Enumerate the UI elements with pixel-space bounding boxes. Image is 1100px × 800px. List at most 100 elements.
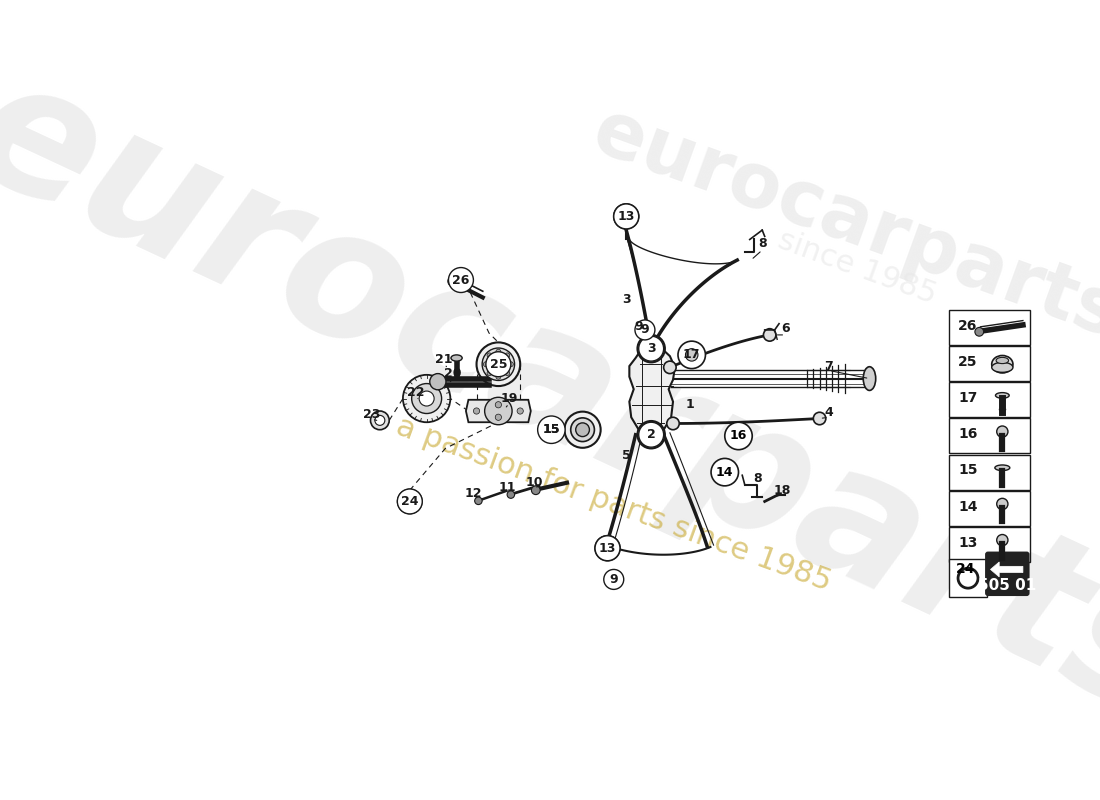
Circle shape	[419, 391, 435, 406]
Circle shape	[610, 576, 617, 583]
Circle shape	[997, 426, 1008, 438]
Text: 16: 16	[958, 427, 978, 442]
Text: 4: 4	[825, 406, 834, 418]
Text: 26: 26	[958, 318, 978, 333]
Circle shape	[997, 534, 1008, 546]
Circle shape	[487, 353, 492, 358]
FancyBboxPatch shape	[986, 553, 1028, 595]
Text: eurocarparts: eurocarparts	[583, 94, 1100, 354]
Circle shape	[663, 361, 676, 374]
Text: 19: 19	[500, 392, 518, 405]
Text: 505 01: 505 01	[978, 578, 1036, 593]
Circle shape	[638, 335, 664, 362]
Circle shape	[486, 352, 510, 377]
Ellipse shape	[992, 362, 1013, 372]
Text: 9: 9	[640, 323, 649, 337]
Circle shape	[448, 276, 458, 286]
Text: 16: 16	[729, 430, 747, 442]
Circle shape	[507, 491, 515, 498]
Text: 25: 25	[958, 355, 978, 369]
Circle shape	[495, 402, 502, 408]
Bar	[949, 527, 1031, 562]
Circle shape	[645, 342, 658, 355]
Text: 13: 13	[958, 536, 978, 550]
Circle shape	[711, 458, 738, 486]
Polygon shape	[466, 400, 531, 422]
Circle shape	[449, 267, 473, 293]
Circle shape	[678, 341, 705, 369]
Text: 24: 24	[956, 562, 975, 576]
Text: 21: 21	[436, 354, 453, 366]
Circle shape	[975, 327, 983, 336]
Circle shape	[483, 362, 488, 366]
Circle shape	[635, 320, 654, 340]
Text: 10: 10	[525, 476, 542, 490]
Text: a passion for parts since 1985: a passion for parts since 1985	[392, 412, 835, 597]
Text: 7: 7	[825, 360, 834, 373]
Bar	[949, 346, 1031, 381]
Ellipse shape	[992, 355, 1013, 373]
Text: 9: 9	[635, 320, 643, 334]
Circle shape	[411, 383, 441, 414]
Circle shape	[614, 204, 639, 229]
Circle shape	[725, 422, 752, 450]
Text: 9: 9	[609, 573, 618, 586]
Ellipse shape	[564, 412, 601, 448]
Circle shape	[595, 536, 620, 561]
Text: 12: 12	[464, 487, 482, 500]
Circle shape	[505, 370, 509, 375]
Circle shape	[430, 374, 446, 390]
Circle shape	[505, 353, 509, 358]
Bar	[949, 454, 1031, 490]
Circle shape	[397, 489, 422, 514]
Circle shape	[531, 486, 540, 494]
Circle shape	[636, 321, 653, 338]
Text: since 1985: since 1985	[773, 226, 940, 310]
Text: 17: 17	[958, 391, 978, 405]
Circle shape	[645, 429, 658, 441]
Circle shape	[603, 543, 613, 554]
Circle shape	[605, 570, 623, 588]
Ellipse shape	[571, 418, 594, 442]
Text: 8: 8	[758, 238, 767, 250]
Ellipse shape	[575, 423, 590, 437]
Text: 11: 11	[499, 481, 517, 494]
Bar	[949, 559, 987, 597]
Text: 18: 18	[773, 484, 791, 498]
Text: 17: 17	[683, 348, 701, 362]
Text: 3: 3	[621, 294, 630, 306]
Text: 2: 2	[647, 428, 656, 442]
Circle shape	[473, 408, 480, 414]
Circle shape	[614, 204, 639, 229]
Circle shape	[621, 211, 631, 222]
Bar	[949, 491, 1031, 526]
Ellipse shape	[451, 355, 462, 361]
Circle shape	[638, 421, 664, 449]
Circle shape	[508, 362, 514, 366]
Text: eurocarparts: eurocarparts	[0, 41, 1100, 756]
Circle shape	[485, 398, 513, 425]
Circle shape	[667, 418, 679, 430]
Text: 14: 14	[716, 466, 734, 478]
Polygon shape	[629, 344, 675, 434]
Text: 15: 15	[958, 463, 978, 478]
Text: 25: 25	[490, 358, 507, 370]
Circle shape	[496, 350, 500, 354]
Circle shape	[517, 408, 524, 414]
Circle shape	[375, 415, 385, 426]
Ellipse shape	[864, 366, 876, 390]
Text: 5: 5	[621, 450, 630, 462]
Ellipse shape	[994, 465, 1010, 470]
Ellipse shape	[482, 348, 515, 381]
Text: 26: 26	[452, 274, 470, 286]
Circle shape	[487, 370, 492, 375]
Circle shape	[813, 412, 826, 425]
Bar	[949, 310, 1031, 345]
Circle shape	[595, 536, 620, 561]
Circle shape	[495, 414, 502, 420]
Circle shape	[538, 416, 565, 443]
Text: 24: 24	[402, 495, 418, 508]
Text: 14: 14	[958, 499, 978, 514]
Text: 13: 13	[598, 542, 616, 554]
Text: 6: 6	[781, 322, 790, 335]
